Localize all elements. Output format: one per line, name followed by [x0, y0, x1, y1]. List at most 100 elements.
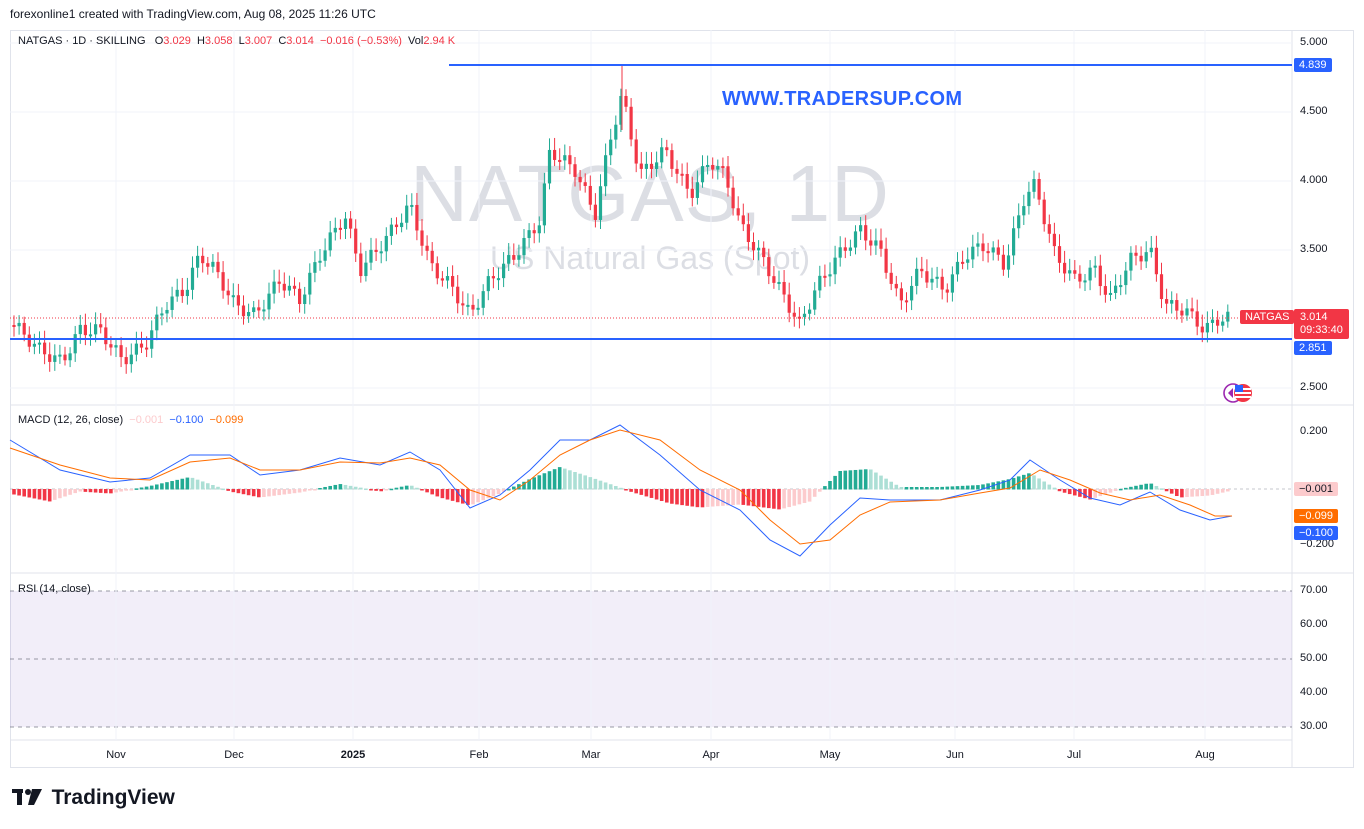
macd-histogram-bar	[63, 489, 67, 497]
low-value: 3.007	[244, 35, 273, 47]
volume-value: 2.94 K	[423, 35, 456, 47]
macd-histogram-bar	[619, 487, 623, 490]
price-candle-body	[466, 304, 470, 307]
macd-histogram-bar	[1001, 480, 1006, 490]
site-url-annotation[interactable]: WWW.TRADERSUP.COM	[722, 88, 963, 110]
macd-histogram-bar	[909, 487, 914, 490]
price-candle-body	[859, 225, 863, 232]
price-candle-body	[716, 166, 720, 170]
macd-histogram-bar	[410, 485, 414, 490]
time-tick: Nov	[106, 749, 126, 761]
price-candle-body	[226, 290, 230, 296]
price-candle-body	[175, 289, 179, 297]
macd-histogram-bar	[869, 469, 873, 490]
price-candle-body	[930, 278, 934, 283]
macd-histogram-bar	[756, 489, 761, 507]
macd-histogram-bar	[695, 489, 700, 508]
price-candle-body	[915, 268, 919, 286]
volume-label: Vol	[408, 35, 424, 47]
macd-histogram-bar	[634, 489, 638, 494]
macd-histogram-bar	[491, 489, 496, 497]
us-flag-icon[interactable]	[1222, 382, 1254, 404]
price-candle-body	[726, 166, 730, 188]
price-candle-body	[323, 250, 327, 261]
macd-histogram-bar	[104, 489, 108, 494]
price-candle-body	[680, 173, 684, 176]
macd-histogram-bar	[139, 487, 144, 490]
macd-histogram-bar	[486, 489, 491, 499]
price-candle-body	[292, 285, 297, 289]
macd-histogram-bar	[333, 484, 338, 490]
rsi-legend[interactable]: RSI (14, close)	[18, 583, 91, 595]
macd-histogram-bar	[262, 489, 266, 498]
macd-histogram-bar	[950, 486, 955, 490]
macd-histogram-bar	[1098, 489, 1103, 497]
price-candle-body	[190, 267, 195, 290]
legend-symbol[interactable]: NATGAS · 1D · SKILLING	[18, 35, 146, 47]
price-candle-body	[349, 218, 353, 229]
tradingview-logo[interactable]: TradingView	[12, 786, 175, 810]
price-candle-body	[874, 240, 878, 246]
macd-histogram-bar	[343, 484, 348, 490]
macd-histogram-bar	[593, 478, 598, 490]
price-candle-body	[303, 294, 307, 305]
price-candle-body	[879, 240, 883, 249]
macd-histogram-bar	[573, 472, 577, 490]
price-candle-body	[1221, 321, 1225, 326]
price-candle-body	[201, 255, 205, 264]
open-label: O	[154, 35, 164, 47]
price-candle-body	[502, 263, 506, 279]
price-candle-body	[583, 182, 587, 186]
price-candle-body	[134, 343, 138, 355]
macd-histogram-bar	[404, 485, 409, 490]
price-candle-body	[1057, 246, 1062, 263]
macd-histogram-bar	[313, 489, 317, 491]
macd-title[interactable]: MACD (12, 26, close)	[18, 414, 124, 426]
price-candle-body	[471, 304, 475, 310]
macd-histogram-bar	[624, 489, 628, 491]
macd-histogram-bar	[1195, 489, 1199, 497]
macd-histogram-bar	[782, 489, 786, 509]
price-candle-body	[945, 289, 949, 293]
macd-histogram-bar	[996, 481, 1001, 490]
macd-signal-value: −0.099	[209, 414, 244, 426]
chart-frame[interactable]	[10, 30, 1354, 768]
macd-histogram-bar	[838, 470, 842, 490]
price-candle-body	[364, 262, 368, 277]
macd-histogram-bar	[858, 469, 863, 490]
price-candle-body	[624, 95, 628, 107]
macd-histogram-bar	[639, 489, 644, 495]
price-candle-body	[695, 182, 699, 198]
price-candle-body	[1210, 319, 1215, 323]
macd-histogram-bar	[945, 486, 950, 490]
price-candle-body	[461, 303, 465, 306]
price-candle-body	[1205, 322, 1209, 333]
macd-histogram-bar	[37, 489, 42, 500]
macd-signal-line	[9, 429, 1232, 545]
macd-histogram-bar	[935, 487, 939, 490]
price-candle-body	[247, 312, 251, 317]
open-value: 3.029	[163, 35, 191, 47]
description-watermark: US Natural Gas (Spot)	[489, 240, 811, 276]
macd-histogram-bar	[149, 485, 154, 490]
price-candle-body	[165, 309, 169, 314]
price-candle-body	[17, 322, 21, 327]
price-candle-body	[904, 300, 909, 303]
price-candle-body	[955, 261, 960, 275]
price-candle-body	[206, 263, 210, 267]
macd-histogram-bar	[160, 483, 164, 490]
price-candle-body	[1042, 199, 1046, 225]
resistance-price-badge: 4.839	[1294, 58, 1332, 72]
macd-histogram-bar	[1052, 487, 1057, 490]
price-candle-body	[746, 224, 750, 243]
price-candle-body	[1226, 311, 1230, 322]
macd-histogram-bar	[287, 489, 292, 494]
price-candle-body	[139, 343, 144, 348]
macd-histogram-bar	[1011, 477, 1016, 490]
price-candle-body	[99, 324, 103, 328]
price-candle-body	[894, 283, 898, 289]
macd-histogram-bar	[1185, 489, 1189, 498]
price-candle-body	[231, 295, 235, 298]
price-candle-body	[1129, 252, 1133, 271]
